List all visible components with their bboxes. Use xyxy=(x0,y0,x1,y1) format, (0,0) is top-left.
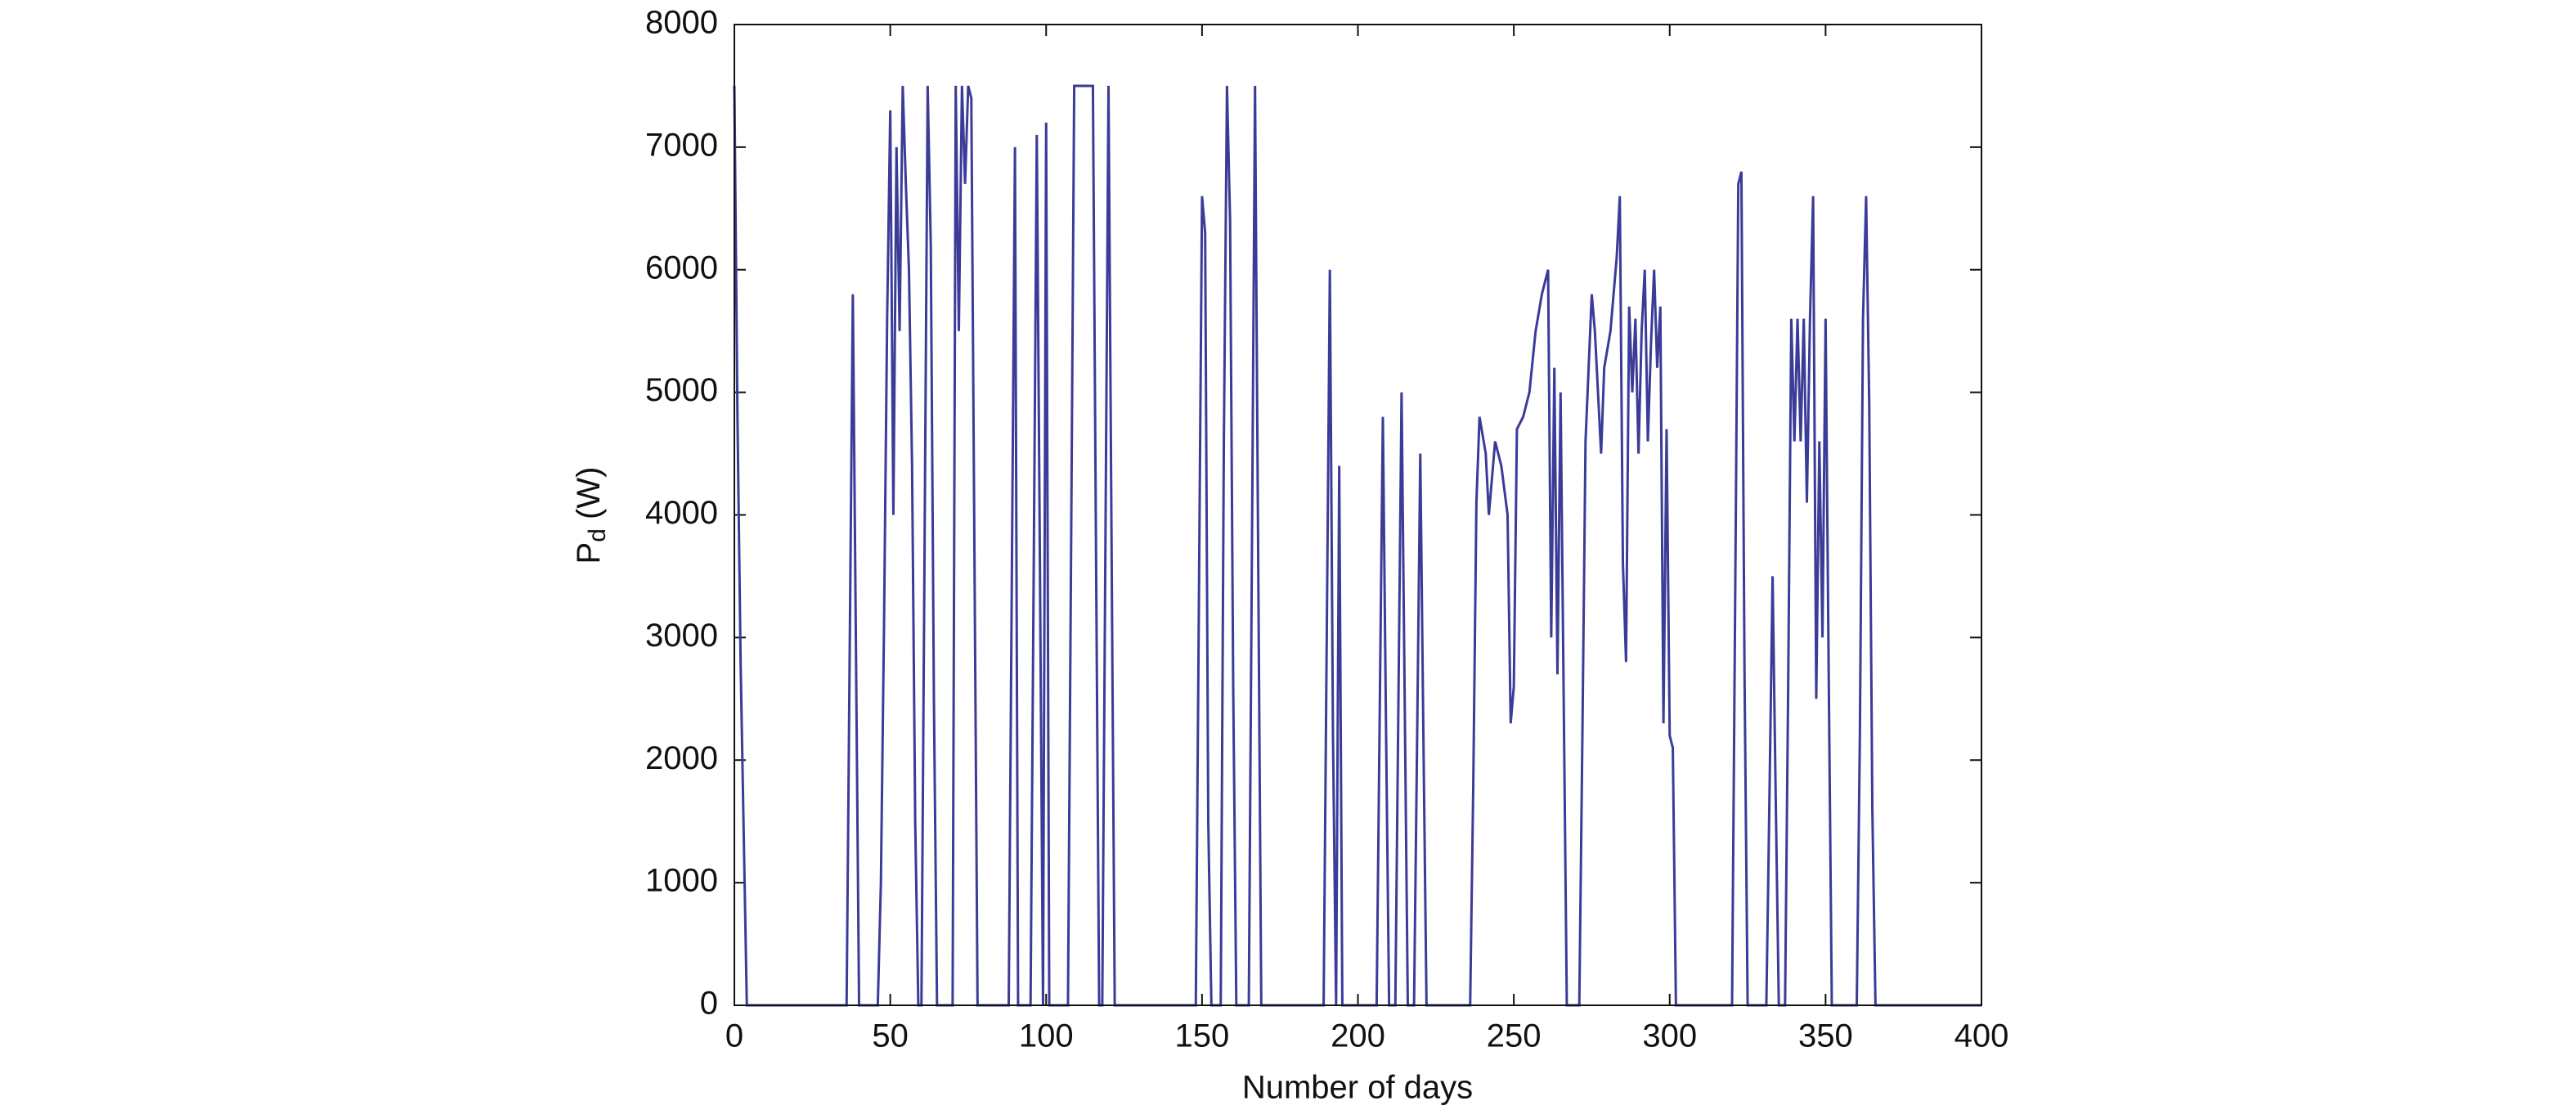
y-label-sub: d xyxy=(584,528,611,542)
y-label-unit: (W) xyxy=(571,467,607,529)
x-tick-label: 400 xyxy=(1954,1018,2009,1054)
plot-frame xyxy=(734,24,1982,1006)
y-tick-label: 7000 xyxy=(645,127,718,163)
x-tick-label: 150 xyxy=(1175,1018,1230,1054)
x-tick-label: 300 xyxy=(1642,1018,1697,1054)
x-tick-label: 200 xyxy=(1331,1018,1385,1054)
y-tick-label: 3000 xyxy=(645,618,718,654)
y-tick-label: 2000 xyxy=(645,740,718,776)
y-tick-label: 1000 xyxy=(645,863,718,899)
y-tick-label: 0 xyxy=(700,986,718,1022)
x-tick-label: 100 xyxy=(1019,1018,1074,1054)
x-axis-label: Number of days xyxy=(1242,1070,1473,1106)
x-tick-label: 50 xyxy=(872,1018,909,1054)
y-tick-label: 5000 xyxy=(645,372,718,408)
y-label-main: P xyxy=(571,542,607,564)
y-tick-label: 4000 xyxy=(645,495,718,531)
y-axis-label: Pd (W) xyxy=(571,467,611,564)
y-tick-label: 8000 xyxy=(645,5,718,41)
x-tick-label: 0 xyxy=(725,1018,743,1054)
y-tick-label: 6000 xyxy=(645,249,718,285)
data-line xyxy=(733,84,1981,1007)
x-tick-label: 350 xyxy=(1798,1018,1853,1054)
x-tick-label: 250 xyxy=(1487,1018,1542,1054)
